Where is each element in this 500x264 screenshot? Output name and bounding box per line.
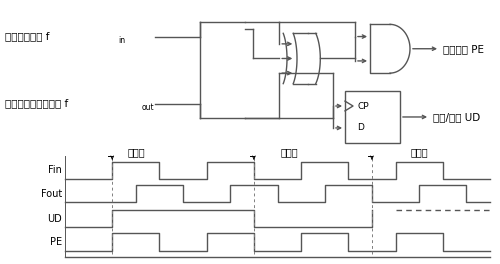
Text: 本地恢复位定时信号 f: 本地恢复位定时信号 f (5, 98, 68, 109)
Text: Fout: Fout (41, 188, 62, 199)
Text: 同步时: 同步时 (410, 147, 428, 157)
Text: 滞后时: 滞后时 (280, 147, 298, 157)
Text: UD: UD (47, 214, 62, 224)
Text: D: D (357, 124, 364, 133)
Text: PE: PE (50, 237, 62, 247)
Text: in: in (118, 36, 125, 45)
Text: 超前/滞后 UD: 超前/滞后 UD (433, 112, 480, 122)
Text: out: out (142, 103, 154, 112)
Text: CP: CP (357, 101, 368, 111)
Text: 超前时: 超前时 (127, 147, 144, 157)
Bar (345, 91, 400, 143)
Text: 相位误差 PE: 相位误差 PE (443, 44, 484, 54)
Text: 接收输入信号 f: 接收输入信号 f (5, 32, 50, 41)
Text: Fin: Fin (48, 166, 62, 176)
